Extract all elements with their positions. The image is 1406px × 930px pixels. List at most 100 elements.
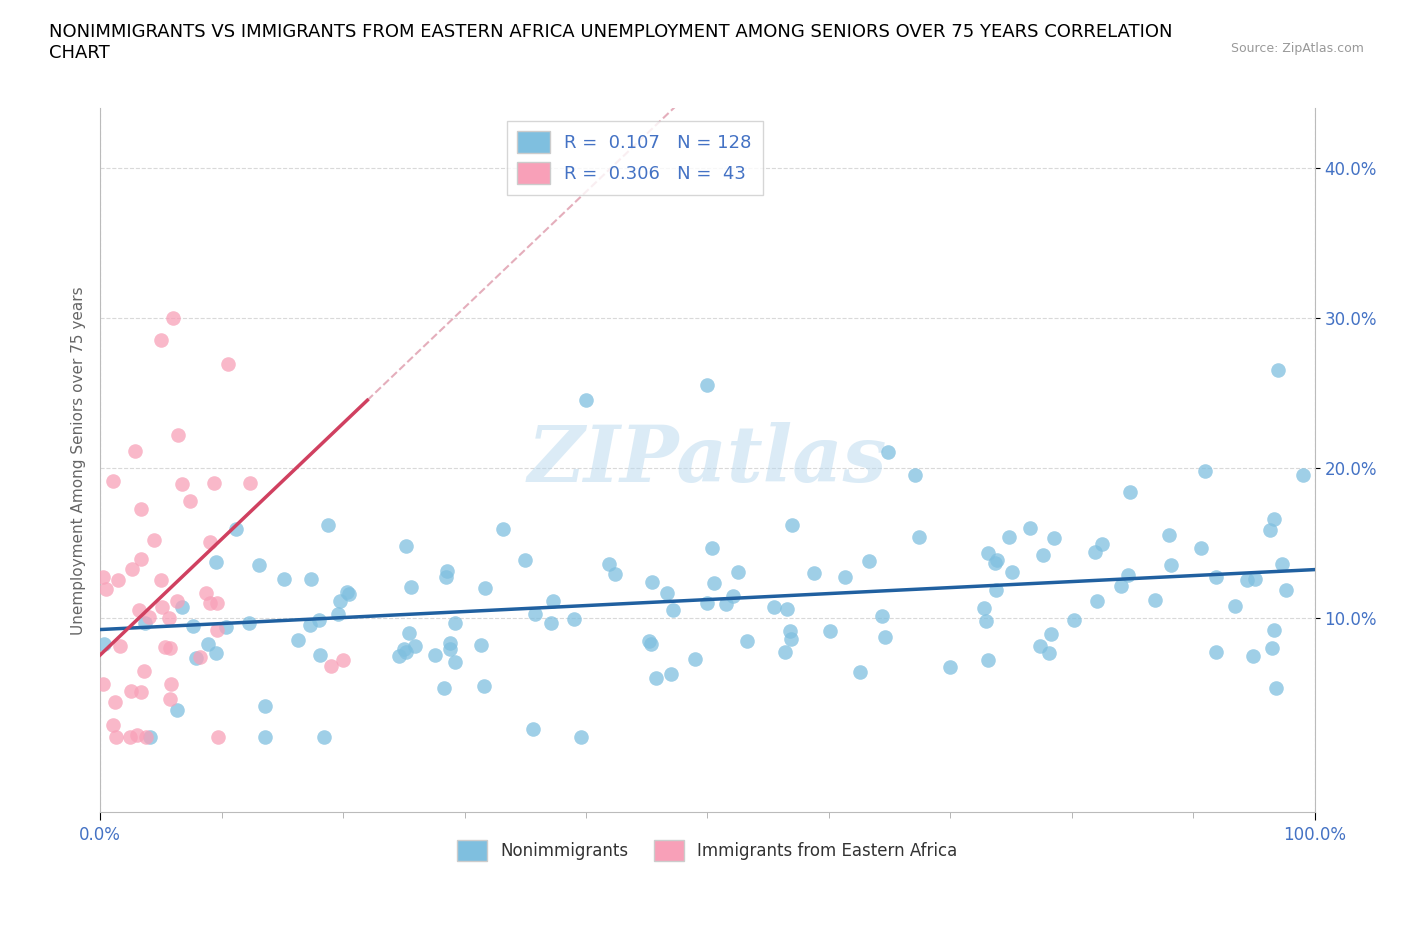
Point xyxy=(1091,537,1114,551)
Point xyxy=(492,522,515,537)
Point xyxy=(336,585,359,600)
Point xyxy=(96,581,118,596)
Point xyxy=(436,564,458,578)
Point xyxy=(776,602,799,617)
Point xyxy=(132,663,155,678)
Point xyxy=(515,552,537,567)
Point xyxy=(1038,646,1060,661)
Point xyxy=(91,676,114,691)
Point xyxy=(172,600,194,615)
Text: Source: ZipAtlas.com: Source: ZipAtlas.com xyxy=(1230,42,1364,55)
Point xyxy=(153,639,176,654)
Point xyxy=(1085,594,1108,609)
Point xyxy=(1263,512,1285,526)
Point xyxy=(1271,556,1294,571)
Point xyxy=(524,606,547,621)
Point xyxy=(157,611,180,626)
Point xyxy=(339,587,361,602)
Point xyxy=(388,648,411,663)
Point xyxy=(217,357,239,372)
Point xyxy=(329,593,352,608)
Point xyxy=(1144,592,1167,607)
Point xyxy=(1244,572,1267,587)
Point xyxy=(598,556,620,571)
Point xyxy=(104,695,127,710)
Point xyxy=(870,609,893,624)
Point xyxy=(1001,565,1024,579)
Point xyxy=(1223,598,1246,613)
Point xyxy=(780,518,803,533)
Point xyxy=(188,649,211,664)
Point xyxy=(1063,613,1085,628)
Point xyxy=(308,612,330,627)
Point xyxy=(696,595,718,610)
Point xyxy=(138,610,160,625)
Point xyxy=(727,565,749,580)
Point xyxy=(198,535,221,550)
Point xyxy=(181,618,204,633)
Point xyxy=(197,636,219,651)
Point xyxy=(877,445,900,459)
Point xyxy=(714,596,737,611)
Point xyxy=(101,473,124,488)
Point xyxy=(423,648,446,663)
Point xyxy=(773,644,796,659)
Point xyxy=(703,576,725,591)
Point xyxy=(128,603,150,618)
Point xyxy=(129,551,152,566)
Point xyxy=(780,631,803,646)
Point xyxy=(657,586,679,601)
Point xyxy=(1194,463,1216,478)
Point xyxy=(436,569,458,584)
Point xyxy=(131,501,153,516)
Point xyxy=(198,595,221,610)
Point xyxy=(316,518,339,533)
Text: ZIPatlas: ZIPatlas xyxy=(527,422,887,498)
Point xyxy=(103,717,125,732)
Point xyxy=(998,529,1021,544)
Point xyxy=(159,692,181,707)
Point xyxy=(1267,363,1289,378)
Point xyxy=(162,311,184,325)
Point xyxy=(659,667,682,682)
Point xyxy=(645,671,668,685)
Legend: Nonimmigrants, Immigrants from Eastern Africa: Nonimmigrants, Immigrants from Eastern A… xyxy=(451,834,965,868)
Point xyxy=(522,722,544,737)
Point xyxy=(299,571,322,586)
Point xyxy=(287,632,309,647)
Point xyxy=(107,573,129,588)
Point xyxy=(1241,649,1264,664)
Point xyxy=(1205,569,1227,584)
Point xyxy=(662,603,685,618)
Point xyxy=(540,616,562,631)
Point xyxy=(696,378,718,392)
Point xyxy=(605,566,627,581)
Point xyxy=(401,579,423,594)
Point xyxy=(395,645,418,660)
Point xyxy=(91,570,114,585)
Point xyxy=(1043,530,1066,545)
Point xyxy=(1032,547,1054,562)
Point xyxy=(253,730,276,745)
Point xyxy=(166,593,188,608)
Point xyxy=(973,601,995,616)
Point xyxy=(640,636,662,651)
Point xyxy=(1291,468,1313,483)
Point xyxy=(149,333,172,348)
Point xyxy=(238,616,260,631)
Point xyxy=(299,618,322,632)
Point xyxy=(974,613,997,628)
Point xyxy=(225,522,247,537)
Point xyxy=(1019,521,1042,536)
Point xyxy=(763,599,786,614)
Point xyxy=(179,493,201,508)
Point xyxy=(273,572,295,587)
Point xyxy=(834,570,856,585)
Point xyxy=(105,730,128,745)
Point xyxy=(875,630,897,644)
Point xyxy=(319,658,342,673)
Point xyxy=(1116,567,1139,582)
Point xyxy=(575,392,598,407)
Point xyxy=(135,730,157,745)
Y-axis label: Unemployment Among Seniors over 75 years: Unemployment Among Seniors over 75 years xyxy=(72,286,86,634)
